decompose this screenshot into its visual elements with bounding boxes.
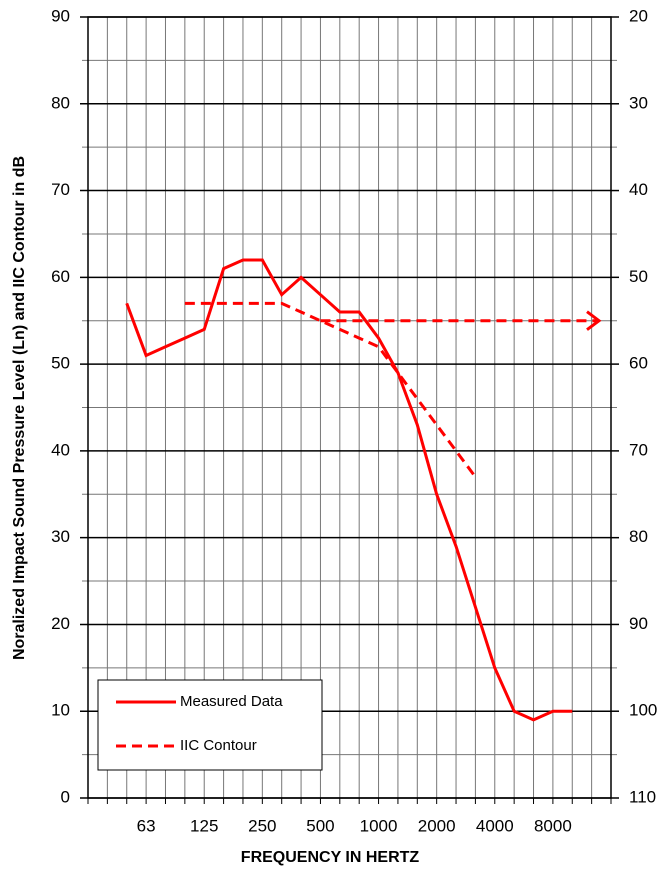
legend-label: IIC Contour [180,737,257,754]
y-tick-label: 0 [61,787,70,806]
y-tick-label: 10 [51,701,70,720]
y-tick-label: 30 [51,527,70,546]
legend-label: Measured Data [180,693,283,710]
y-tick-label: 90 [51,6,70,25]
x-tick-label: 2000 [418,816,456,835]
y-tick-label: 60 [51,267,70,286]
y-tick-label: 70 [51,180,70,199]
x-tick-label: 63 [137,816,156,835]
x-tick-label: 500 [306,816,334,835]
y2-tick-label: 40 [629,180,648,199]
x-tick-label: 250 [248,816,276,835]
y2-tick-label: 100 [629,701,657,720]
y2-tick-label: 60 [629,354,648,373]
x-tick-label: 125 [190,816,218,835]
series-line [184,301,477,478]
y2-tick-label: 30 [629,93,648,112]
y2-tick-label: 110 [629,787,656,806]
arrow-head [586,310,602,331]
x-axis-title: FREQUENCY IN HERTZ [241,849,420,866]
y-tick-label: 20 [51,614,70,633]
y2-tick-label: 70 [629,440,648,459]
y2-tick-label: 90 [629,614,648,633]
x-tick-label: 4000 [476,816,514,835]
y-tick-label: 50 [51,354,70,373]
y-tick-label: 40 [51,440,70,459]
y2-tick-label: 80 [629,527,648,546]
x-tick-label: 1000 [360,816,398,835]
plot-frame [87,16,612,799]
y-axis-title: Noralized Impact Sound Pressure Level (L… [11,156,28,660]
series-line [125,258,573,722]
y2-tick-label: 20 [629,6,648,25]
y2-tick-label: 50 [629,267,648,286]
x-tick-label: 8000 [534,816,572,835]
legend-box [97,679,323,771]
y-tick-label: 80 [51,93,70,112]
